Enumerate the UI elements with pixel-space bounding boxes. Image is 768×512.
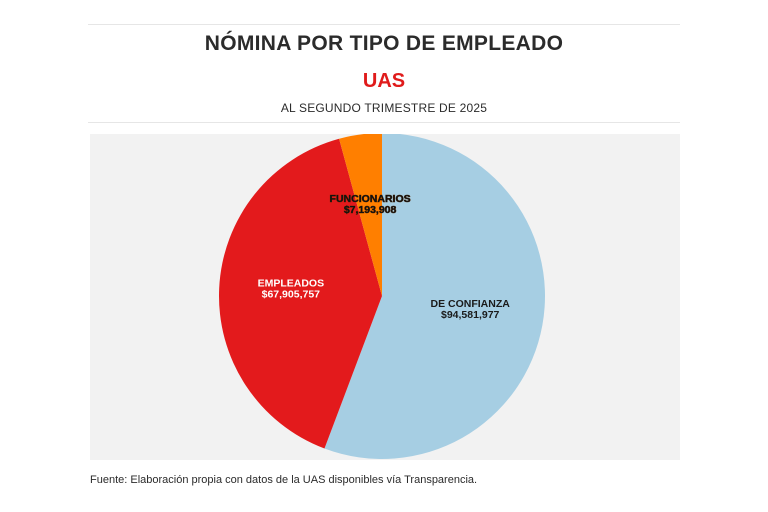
plot-area: DE CONFIANZA $94,581,977 EMPLEADOS $67,905,… bbox=[90, 134, 680, 460]
chart-subtitle: UAS bbox=[362, 70, 406, 92]
slice-label-empleados: EMPLEADOS$67,905,757 bbox=[258, 278, 325, 301]
top-divider bbox=[88, 24, 680, 25]
slice-value-label: $7,193,908 bbox=[344, 204, 397, 216]
slice-category-label: DE CONFIANZA bbox=[431, 298, 511, 310]
pie-slice-funcionarios bbox=[339, 134, 382, 296]
chart-period: AL SEGUNDO TRIMESTRE DE 2025 bbox=[280, 101, 488, 115]
chart-title: NÓMINA POR TIPO DE EMPLEADO bbox=[204, 32, 564, 55]
pie-slice-empleados bbox=[218, 138, 382, 449]
slice-value-label: $67,905,757 bbox=[262, 289, 321, 301]
slice-value-label: $94,581,977 bbox=[441, 309, 500, 321]
pie-slice-de-confianza bbox=[324, 134, 545, 459]
header-divider bbox=[88, 122, 680, 123]
slice-label-de-confianza: DE CONFIANZA$94,581,977 bbox=[431, 298, 511, 321]
slice-category-label: EMPLEADOS bbox=[258, 278, 325, 290]
slice-category-label: FUNCIONARIOS bbox=[330, 193, 411, 205]
slice-label-funcionarios: FUNCIONARIOS$7,193,908 bbox=[329, 193, 411, 217]
pie-chart: DE CONFIANZA$94,581,977 EMPLEADOS$67,905,… bbox=[218, 134, 545, 459]
source-note: Fuente: Elaboración propia con datos de … bbox=[90, 474, 478, 486]
